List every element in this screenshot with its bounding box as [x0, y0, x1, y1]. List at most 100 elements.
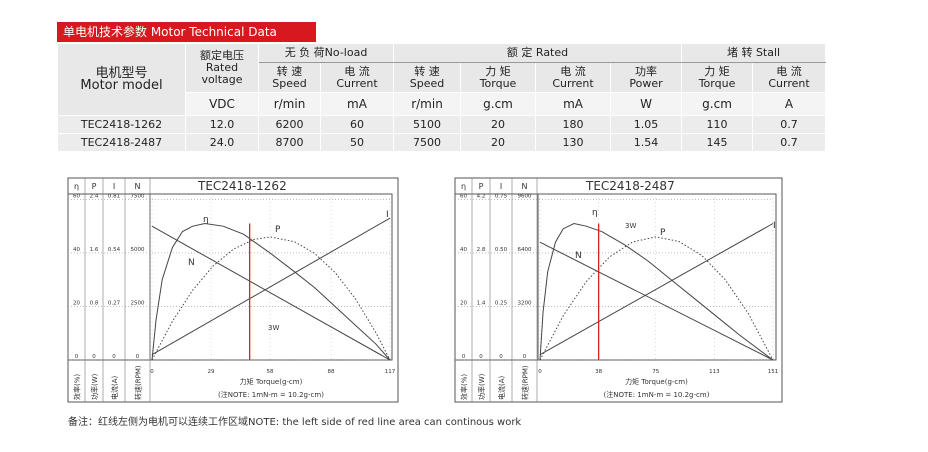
cell-text: Speed — [409, 76, 445, 90]
scale-tick-label: 9600 — [518, 193, 532, 199]
scale-tick-label: 0 — [136, 354, 140, 360]
scale-tick-label: 5000 — [131, 247, 145, 253]
x-tick-label: 151 — [768, 369, 779, 375]
cell-text: Motor model — [80, 77, 163, 93]
subheader: 电 流 Current — [319, 62, 395, 93]
subheader: 力 矩 Torque — [681, 62, 754, 93]
curve-label: I — [386, 210, 389, 220]
x-tick-label: 38 — [595, 369, 602, 375]
cell-text: 额定电压 — [200, 49, 244, 62]
x-tick-label: 58 — [266, 369, 273, 375]
scale-label: 效率(%) — [73, 374, 82, 400]
scale-tick-label: 6400 — [518, 247, 532, 253]
scale-tick-label: 0 — [462, 354, 466, 360]
x-tick-label: 0 — [538, 369, 542, 375]
cell-text: Speed — [272, 76, 307, 90]
scale-tick-label: 0 — [112, 354, 116, 360]
scale-symbol: I — [500, 182, 502, 191]
cell: 8700 — [258, 133, 321, 152]
cell-text: Torque — [479, 76, 517, 90]
cell-text: Rated — [205, 61, 239, 74]
scale-symbol: P — [92, 182, 97, 191]
scale-label: 功率(W) — [477, 373, 486, 400]
scale-symbol: N — [522, 182, 528, 191]
x-tick-label: 117 — [385, 369, 396, 375]
curve — [539, 223, 774, 356]
scale-label: 电流(A) — [497, 375, 506, 400]
subheader: 功率 Power — [610, 62, 683, 93]
scale-tick-label: 2.8 — [477, 247, 486, 253]
scale-symbol: I — [113, 182, 115, 191]
scale-tick-label: 0 — [92, 354, 96, 360]
curve — [539, 241, 774, 361]
cell: 1.05 — [610, 115, 683, 134]
scale-tick-label: 2500 — [131, 300, 145, 306]
data-row: TEC2418-1262 12.0 6200 60 5100 20 180 1.05 110 0.… — [57, 115, 827, 134]
unit: mA — [535, 92, 612, 116]
scale-tick-label: 7500 — [131, 193, 145, 199]
curve-label: η — [592, 208, 598, 218]
cell: 12.0 — [185, 115, 259, 134]
unit: A — [752, 92, 827, 116]
scale-tick-label: 4.2 — [477, 193, 486, 199]
cell-text: 电机型号 — [95, 65, 148, 81]
chart-frame — [67, 177, 399, 403]
cell: 180 — [535, 115, 612, 134]
cell: 130 — [535, 133, 612, 152]
scale-tick-label: 0 — [75, 354, 79, 360]
unit-note: (注NOTE: 1mN-m = 10.2g-cm) — [604, 390, 710, 399]
scale-symbol: η — [461, 182, 466, 191]
cell: 1.54 — [610, 133, 683, 152]
cell: 20 — [460, 115, 537, 134]
cell-text: Current — [552, 76, 594, 90]
curve-label: P — [275, 225, 281, 235]
cell-text: 转 速 — [276, 64, 303, 78]
curve — [151, 225, 391, 361]
scale-label: 转速(RPM) — [521, 365, 530, 400]
cell: TEC2418-2487 — [57, 133, 186, 152]
model-header: 电机型号 Motor model — [57, 43, 186, 116]
cell-text: 力 矩 — [704, 64, 730, 78]
cell-text: 力 矩 — [485, 64, 511, 78]
curve — [539, 222, 774, 361]
cell: 0.7 — [752, 133, 827, 152]
scale-label: 电流(A) — [110, 375, 119, 400]
cell: 110 — [681, 115, 754, 134]
scale-tick-label: 0 — [523, 354, 527, 360]
curve — [539, 236, 774, 361]
scale-tick-label: 0.25 — [495, 300, 508, 306]
scale-tick-label: 2.4 — [90, 193, 99, 199]
scale-tick-label: 0.54 — [108, 247, 121, 253]
curve-label: η — [203, 215, 209, 225]
x-axis-label: 力矩 Torque(g-cm) — [240, 377, 303, 386]
scale-tick-label: 60 — [460, 193, 467, 199]
footnote: 备注：红线左侧为电机可以连续工作区域NOTE: the left side of… — [68, 415, 521, 428]
scale-symbol: η — [74, 182, 79, 191]
x-tick-label: 113 — [709, 369, 720, 375]
curve — [151, 236, 391, 361]
scale-tick-label: 0.81 — [108, 193, 120, 199]
unit-note: (注NOTE: 1mN-m = 10.2g-cm) — [218, 390, 324, 399]
scale-symbol: N — [135, 182, 141, 191]
unit: g.cm — [681, 92, 754, 116]
cell: 50 — [319, 133, 395, 152]
x-tick-label: 0 — [150, 369, 154, 375]
scale-tick-label: 1.4 — [477, 300, 486, 306]
curve-label: P — [660, 228, 666, 238]
curve — [151, 222, 391, 361]
cell: 24.0 — [185, 133, 259, 152]
curve-label: N — [575, 251, 582, 261]
chart-title: TEC2418-2487 — [585, 179, 675, 193]
unit: VDC — [185, 92, 259, 116]
scale-tick-label: 0 — [479, 354, 483, 360]
unit: g.cm — [460, 92, 537, 116]
cell-text: 转 速 — [414, 64, 440, 78]
cell-text: 电 流 — [776, 64, 802, 78]
cell: 0.7 — [752, 115, 827, 134]
scale-symbol: P — [479, 182, 484, 191]
scale-tick-label: 0.27 — [108, 300, 121, 306]
scale-tick-label: 0 — [499, 354, 503, 360]
scale-tick-label: 0.50 — [495, 247, 508, 253]
scale-tick-label: 1.6 — [90, 247, 99, 253]
